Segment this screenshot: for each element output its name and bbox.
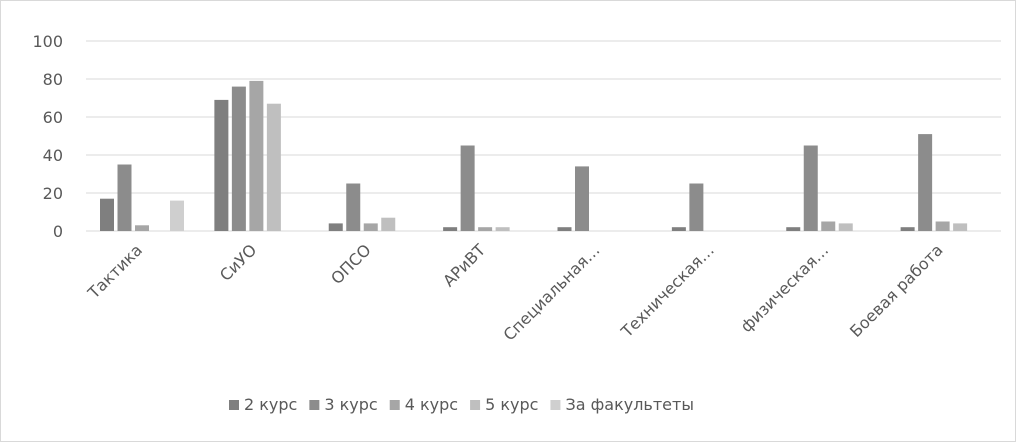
y-tick-label: 20 [43,184,63,203]
legend-swatch [470,400,481,410]
legend-swatch [550,400,561,410]
bar [346,183,361,231]
legend-item: 4 курс [389,395,458,414]
bar [117,164,132,231]
bars [100,80,968,232]
bar [100,198,114,231]
bar [918,134,933,231]
legend-item: 5 курс [470,395,538,414]
legend-label: 5 курс [485,395,538,414]
x-tick-label: Специальная… [499,240,603,344]
bar [460,145,475,231]
y-tick-label: 40 [43,146,63,165]
legend: 2 курс 3 курс 4 курс 5 курс За факультеты [229,395,694,414]
y-tick-label: 60 [43,108,63,127]
legend-swatch [389,400,400,410]
y-tick-label: 100 [32,32,63,51]
bar [231,86,246,231]
bar [671,227,686,231]
bar [495,227,510,231]
x-tick-label: СиУО [216,240,260,284]
legend-swatch [229,400,239,410]
bar [953,223,968,231]
bar [443,227,458,231]
y-axis-tick-labels: 0 20 40 60 80 100 [32,32,63,241]
legend-item: За факультеты [550,395,694,414]
bar [266,103,281,231]
x-axis-tick-labels: Тактика СиУО ОПСО АРиВТ Специальная… Техничес… [83,240,946,344]
x-tick-label: АРиВТ [439,240,489,290]
bar [363,223,378,231]
bar [170,200,184,231]
bar [803,145,818,231]
bar [689,183,704,231]
bar [135,225,149,231]
bar [249,80,264,232]
bar [557,227,572,231]
bar [478,227,493,231]
legend-swatch [309,400,320,410]
bar [328,223,343,231]
legend-item: 3 курс [309,395,378,414]
bar [214,99,229,232]
y-tick-label: 0 [53,222,63,241]
bar [900,227,915,231]
y-tick-label: 80 [43,70,63,89]
bar [575,166,589,231]
bar [935,221,950,231]
x-tick-label: физическая… [737,240,833,336]
bar [381,217,396,231]
x-tick-label: ОПСО [327,240,375,288]
legend-label: 4 курс [405,395,458,414]
legend-label: За факультеты [565,395,694,414]
x-tick-label: Техническая… [617,240,718,341]
legend-item: 2 курс [229,395,297,414]
legend-label: 2 курс [244,395,297,414]
x-tick-label: Боевая работа [846,240,947,341]
x-tick-label: Тактика [83,240,146,303]
legend-label: 3 курс [324,395,377,414]
bar [821,221,836,231]
bar [838,223,853,231]
bar [786,227,801,231]
